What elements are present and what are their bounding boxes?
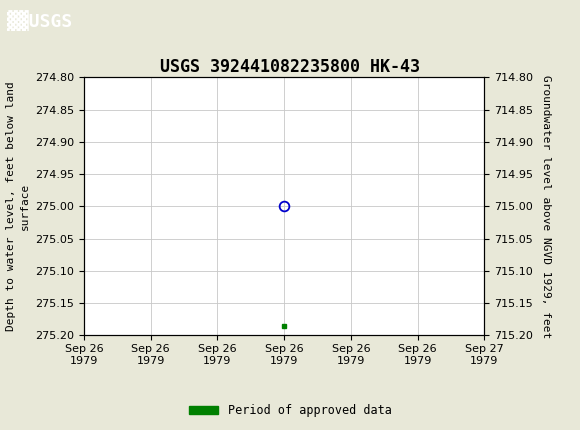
Legend: Period of approved data: Period of approved data xyxy=(184,399,396,422)
Y-axis label: Groundwater level above NGVD 1929, feet: Groundwater level above NGVD 1929, feet xyxy=(541,75,552,338)
Text: USGS 392441082235800 HK-43: USGS 392441082235800 HK-43 xyxy=(160,58,420,76)
Y-axis label: Depth to water level, feet below land
surface: Depth to water level, feet below land su… xyxy=(6,82,30,331)
Text: ▓▓USGS: ▓▓USGS xyxy=(7,10,72,31)
